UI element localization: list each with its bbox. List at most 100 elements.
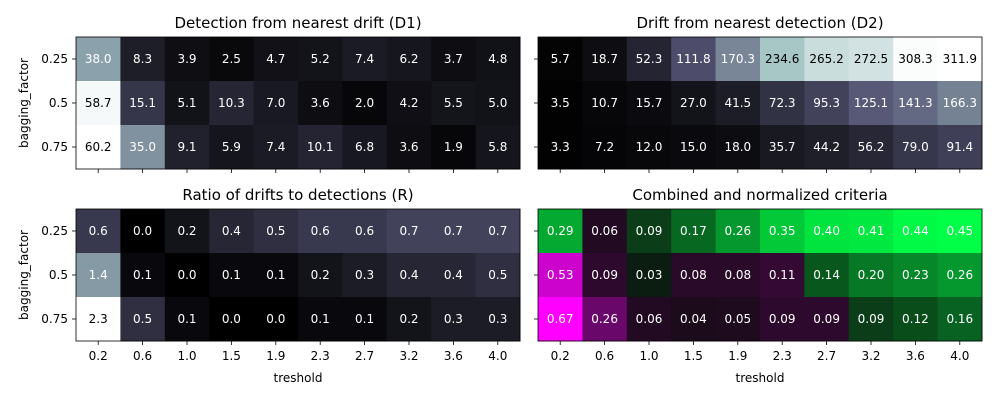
- heatmap-cell: [760, 297, 805, 342]
- cell-value-label: 0.7: [399, 224, 418, 238]
- cell-value-label: 0.26: [591, 312, 618, 326]
- heatmap-cell: [538, 297, 583, 342]
- heatmap-cell: [120, 209, 166, 254]
- cell-value-label: 35.0: [129, 140, 156, 154]
- cell-value-label: 0.04: [680, 312, 707, 326]
- x-tick-label: 2.7: [355, 349, 374, 363]
- x-tick-label: 0.2: [89, 349, 108, 363]
- cell-value-label: 0.67: [547, 312, 574, 326]
- heatmap-cell: [715, 297, 761, 342]
- heatmap-cell: [386, 125, 432, 170]
- heatmap-cell: [120, 81, 166, 126]
- heatmap-cell: [342, 253, 388, 298]
- cell-value-label: 0.35: [769, 224, 796, 238]
- cell-value-label: 0.3: [444, 312, 463, 326]
- cell-value-label: 10.3: [218, 96, 245, 110]
- heatmap-cell: [715, 209, 761, 254]
- cell-value-label: 265.2: [809, 52, 843, 66]
- x-tick-label: 2.3: [773, 349, 792, 363]
- heatmap-cell: [937, 37, 983, 82]
- heatmap-cell: [120, 125, 166, 170]
- cell-value-label: 0.6: [355, 224, 374, 238]
- heatmap-cell: [671, 81, 717, 126]
- panel-title: Combined and normalized criteria: [632, 186, 887, 204]
- x-tick-label: 1.0: [177, 349, 196, 363]
- heatmap-cell: [76, 209, 121, 254]
- cell-value-label: 7.4: [355, 52, 374, 66]
- x-tick-label: 0.6: [595, 349, 614, 363]
- heatmap-cell: [298, 125, 343, 170]
- cell-value-label: 0.11: [769, 268, 796, 282]
- heatmap-cell: [937, 81, 983, 126]
- heatmap-cell: [893, 125, 939, 170]
- heatmap-cell: [475, 37, 521, 82]
- x-tick-label: 3.6: [444, 349, 463, 363]
- heatmap-cell: [164, 37, 210, 82]
- cell-value-label: 91.4: [946, 140, 973, 154]
- heatmap-cell: [431, 209, 477, 254]
- x-tick-label: 4.0: [488, 349, 507, 363]
- cell-value-label: 0.09: [591, 268, 618, 282]
- panel-title: Detection from nearest drift (D1): [174, 14, 421, 32]
- x-tick-label: 0.2: [551, 349, 570, 363]
- heatmap-cell: [582, 125, 628, 170]
- heatmap-cell: [893, 81, 939, 126]
- heatmap-cell: [626, 253, 672, 298]
- x-tick-label: 2.3: [311, 349, 330, 363]
- heatmap-cell: [538, 209, 583, 254]
- x-tick-label: 2.7: [817, 349, 836, 363]
- cell-value-label: 0.16: [946, 312, 973, 326]
- cell-value-label: 3.7: [444, 52, 463, 66]
- x-tick-label: 1.9: [266, 349, 285, 363]
- heatmap-cell: [298, 297, 343, 342]
- cell-value-label: 5.1: [177, 96, 196, 110]
- cell-value-label: 4.8: [488, 52, 507, 66]
- heatmap-cell: [209, 37, 255, 82]
- cell-value-label: 27.0: [680, 96, 707, 110]
- cell-value-label: 0.4: [399, 268, 418, 282]
- cell-value-label: 0.0: [177, 268, 196, 282]
- heatmap-cell: [538, 37, 583, 82]
- cell-value-label: 0.40: [813, 224, 840, 238]
- cell-value-label: 125.1: [854, 96, 888, 110]
- heatmap-cell: [804, 297, 850, 342]
- y-axis-label: bagging_factor: [17, 58, 31, 148]
- cell-value-label: 0.45: [946, 224, 973, 238]
- heatmap-panel-4: 0.29 0.06 0.09 0.17 0.26 0.35 0.40 0.41 0.44 0.45…: [534, 186, 983, 385]
- heatmap-cell: [760, 81, 805, 126]
- cell-value-label: 0.1: [177, 312, 196, 326]
- heatmap-cell: [431, 253, 477, 298]
- cell-value-label: 0.1: [222, 268, 241, 282]
- heatmap-cell: [386, 81, 432, 126]
- cell-value-label: 8.3: [133, 52, 152, 66]
- cell-value-label: 308.3: [898, 52, 932, 66]
- cell-value-label: 6.8: [355, 140, 374, 154]
- heatmap-cell: [715, 253, 761, 298]
- cell-value-label: 52.3: [636, 52, 663, 66]
- cell-value-label: 0.5: [133, 312, 152, 326]
- x-tick-label: 1.5: [222, 349, 241, 363]
- cell-value-label: 44.2: [813, 140, 840, 154]
- cell-value-label: 0.26: [946, 268, 973, 282]
- x-tick-label: 3.2: [399, 349, 418, 363]
- heatmap-cell: [893, 253, 939, 298]
- y-tick-label: 0.25: [41, 224, 68, 238]
- heatmap-cell: [582, 209, 628, 254]
- cell-value-label: 0.08: [680, 268, 707, 282]
- heatmap-cell: [253, 297, 299, 342]
- cell-value-label: 95.3: [813, 96, 840, 110]
- cell-value-label: 0.2: [177, 224, 196, 238]
- cell-value-label: 4.7: [266, 52, 285, 66]
- heatmap-cell: [342, 125, 388, 170]
- cell-value-label: 0.7: [488, 224, 507, 238]
- heatmap-cell: [386, 209, 432, 254]
- y-tick-label: 0.75: [41, 140, 68, 154]
- cell-value-label: 0.12: [902, 312, 929, 326]
- heatmap-cell: [253, 37, 299, 82]
- heatmap-cell: [164, 253, 210, 298]
- cell-value-label: 0.09: [769, 312, 796, 326]
- cell-value-label: 9.1: [177, 140, 196, 154]
- cell-value-label: 72.3: [769, 96, 796, 110]
- cell-value-label: 0.17: [680, 224, 707, 238]
- cell-value-label: 2.5: [222, 52, 241, 66]
